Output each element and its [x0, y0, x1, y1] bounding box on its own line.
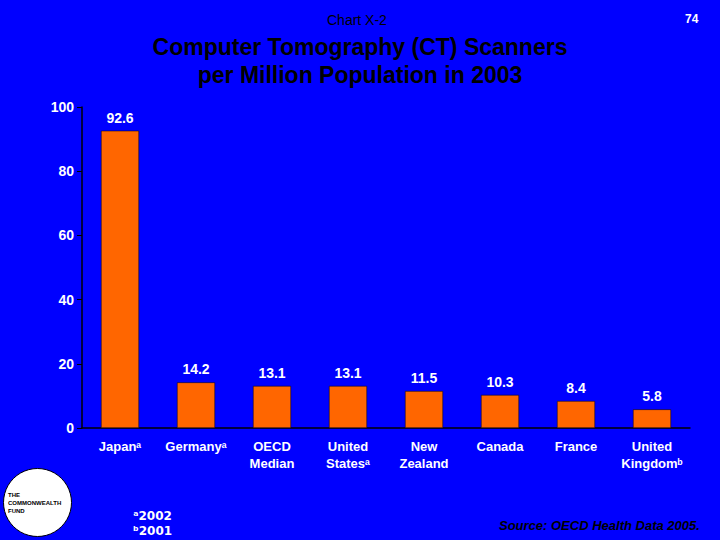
svg-text:74: 74 [685, 12, 699, 26]
svg-text:ᵇ2001: ᵇ2001 [133, 524, 172, 538]
svg-text:10.3: 10.3 [486, 374, 513, 390]
svg-text:Chart X-2: Chart X-2 [327, 12, 387, 28]
svg-text:40: 40 [58, 292, 74, 308]
svg-text:OECD: OECD [253, 439, 291, 454]
svg-text:ᵃ2002: ᵃ2002 [133, 509, 172, 523]
svg-text:Zealand: Zealand [399, 456, 448, 471]
svg-text:100: 100 [51, 99, 75, 115]
svg-text:13.1: 13.1 [334, 365, 361, 381]
svg-text:5.8: 5.8 [642, 388, 662, 404]
svg-text:Japanᵃ: Japanᵃ [99, 439, 142, 454]
svg-text:Source: OECD Health Data 2005.: Source: OECD Health Data 2005. [499, 518, 700, 533]
svg-text:80: 80 [58, 163, 74, 179]
svg-text:THE: THE [8, 492, 20, 498]
svg-text:Germanyᵃ: Germanyᵃ [165, 439, 226, 454]
svg-text:FUND: FUND [8, 508, 25, 514]
svg-text:United: United [632, 439, 673, 454]
svg-text:13.1: 13.1 [258, 365, 285, 381]
svg-text:60: 60 [58, 227, 74, 243]
svg-text:New: New [411, 439, 439, 454]
svg-text:per Million Population in 2003: per Million Population in 2003 [198, 62, 523, 88]
svg-text:Canada: Canada [477, 439, 525, 454]
svg-text:Median: Median [250, 456, 295, 471]
svg-text:Kingdomᵇ: Kingdomᵇ [621, 456, 682, 471]
svg-text:Computer Tomography (CT) Scann: Computer Tomography (CT) Scanners [153, 34, 568, 60]
svg-text:0: 0 [66, 420, 74, 436]
svg-text:France: France [555, 439, 598, 454]
svg-text:14.2: 14.2 [182, 361, 209, 377]
svg-text:Statesᵃ: Statesᵃ [326, 456, 370, 471]
svg-text:COMMONWEALTH: COMMONWEALTH [8, 500, 61, 506]
svg-text:20: 20 [58, 356, 74, 372]
svg-text:8.4: 8.4 [566, 380, 586, 396]
svg-text:United: United [328, 439, 369, 454]
svg-text:11.5: 11.5 [411, 370, 438, 386]
svg-text:92.6: 92.6 [106, 110, 133, 126]
